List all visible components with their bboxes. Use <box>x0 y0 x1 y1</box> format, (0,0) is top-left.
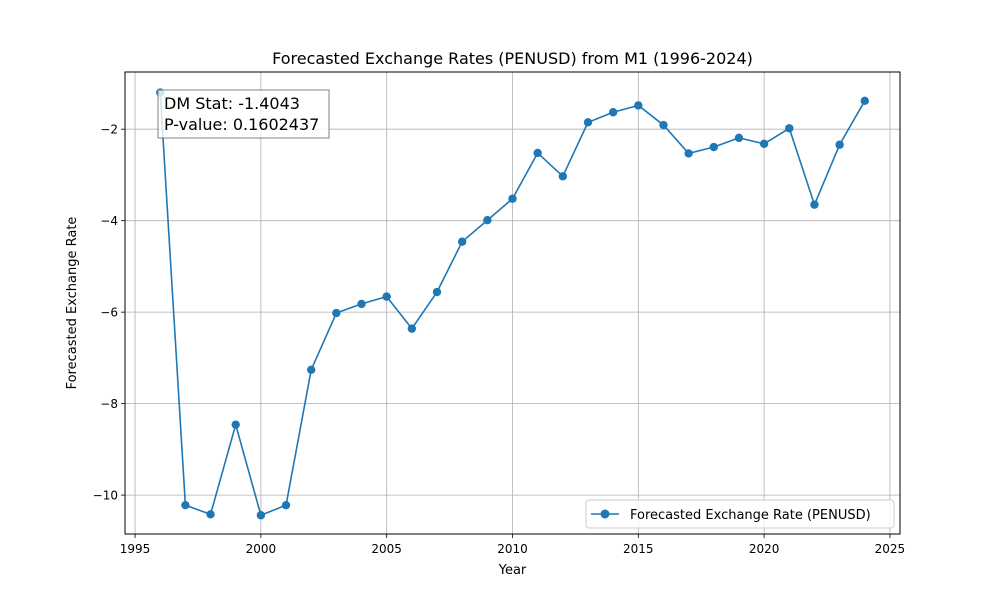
x-tick-label: 2005 <box>371 542 402 556</box>
data-point <box>231 420 240 429</box>
x-axis-label: Year <box>498 563 527 578</box>
y-tick-label: −10 <box>93 489 118 503</box>
x-axis-ticks: 1995 2000 2005 2010 2015 2020 2025 <box>120 534 905 556</box>
data-point <box>810 200 819 209</box>
data-point <box>835 140 844 149</box>
chart-title: Forecasted Exchange Rates (PENUSD) from … <box>272 49 753 68</box>
grid-lines <box>125 72 900 534</box>
data-point <box>181 500 190 510</box>
data-point <box>256 511 266 520</box>
data-point <box>533 148 542 158</box>
y-tick-label: −2 <box>100 123 118 137</box>
x-tick-label: 1995 <box>120 542 151 556</box>
data-point <box>281 500 291 510</box>
dm-stat-text: DM Stat: -1.4043 <box>164 94 300 113</box>
data-point <box>558 172 568 181</box>
x-tick-label: 2015 <box>623 542 654 556</box>
y-axis-ticks: −10 −8 −6 −4 −2 <box>93 123 125 503</box>
annotation-box: DM Stat: -1.4043 P-value: 0.1602437 <box>157 89 330 139</box>
data-point <box>709 142 718 152</box>
data-point <box>608 108 618 117</box>
x-tick-label: 2025 <box>875 542 906 556</box>
data-point <box>583 118 593 127</box>
data-point <box>407 324 417 333</box>
data-point <box>432 287 442 297</box>
data-point <box>307 365 316 374</box>
data-point <box>508 194 517 203</box>
legend-label: Forecasted Exchange Rate (PENUSD) <box>630 508 871 523</box>
legend-frame <box>585 499 895 529</box>
y-tick-label: −8 <box>100 397 118 411</box>
y-tick-label: −6 <box>100 306 118 320</box>
y-tick-label: −4 <box>100 214 118 228</box>
data-point <box>483 216 492 225</box>
data-point <box>734 133 744 143</box>
data-point <box>759 139 769 149</box>
x-tick-label: 2000 <box>246 542 277 556</box>
data-point <box>659 120 668 130</box>
data-point <box>634 101 643 110</box>
annotation-frame <box>157 89 330 139</box>
x-tick-label: 2020 <box>749 542 780 556</box>
legend: Forecasted Exchange Rate (PENUSD) <box>585 499 895 529</box>
data-point <box>206 510 215 519</box>
data-point <box>457 237 467 246</box>
x-tick-label: 2010 <box>497 542 528 556</box>
data-point <box>382 292 391 301</box>
data-point <box>684 149 693 158</box>
data-point <box>357 299 366 309</box>
data-point <box>332 308 341 318</box>
y-axis-label: Forecasted Exchange Rate <box>65 217 80 390</box>
data-point <box>860 96 869 106</box>
p-value-text: P-value: 0.1602437 <box>164 115 319 134</box>
legend-marker-swatch <box>600 509 610 519</box>
data-point <box>785 124 794 133</box>
